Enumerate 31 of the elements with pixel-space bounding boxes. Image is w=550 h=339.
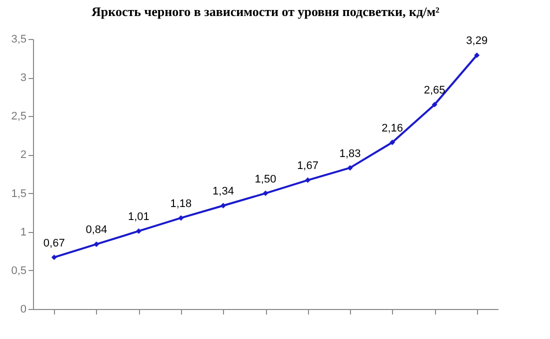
point [474, 52, 480, 58]
point [305, 177, 311, 183]
data-label: 1,01 [128, 211, 150, 224]
y-tick-label: 3,5 [11, 34, 26, 46]
point [51, 254, 57, 260]
y-tick-label: 3 [20, 72, 26, 84]
y-tick-label: 2,5 [11, 110, 26, 123]
data-label: 0,84 [86, 224, 108, 236]
y-tick-label: 0,5 [11, 264, 26, 277]
data-label: 1,83 [339, 148, 361, 160]
y-tick-label: 1 [20, 226, 26, 238]
point [178, 215, 184, 221]
point [94, 241, 100, 247]
data-label: 2,65 [424, 84, 446, 97]
data-label: 0,67 [43, 237, 65, 250]
data-label: 1,34 [212, 186, 234, 198]
point [220, 202, 226, 208]
y-tick-label: 1,5 [11, 188, 26, 200]
y-tick-label: 2 [20, 149, 26, 162]
chart-title: Яркость черного в зависимости от уровня подсветки, кд/м² [92, 4, 440, 19]
point [390, 140, 396, 146]
data-label: 1,67 [297, 160, 318, 172]
point [136, 228, 142, 234]
data-label: 2,16 [382, 122, 404, 134]
data-label: 1,18 [170, 198, 192, 210]
data-label: 1,50 [254, 173, 276, 186]
y-tick-label: 0 [20, 304, 26, 316]
data-label: 3,29 [466, 35, 488, 48]
point [432, 102, 438, 108]
point [347, 165, 353, 171]
point [262, 190, 268, 196]
